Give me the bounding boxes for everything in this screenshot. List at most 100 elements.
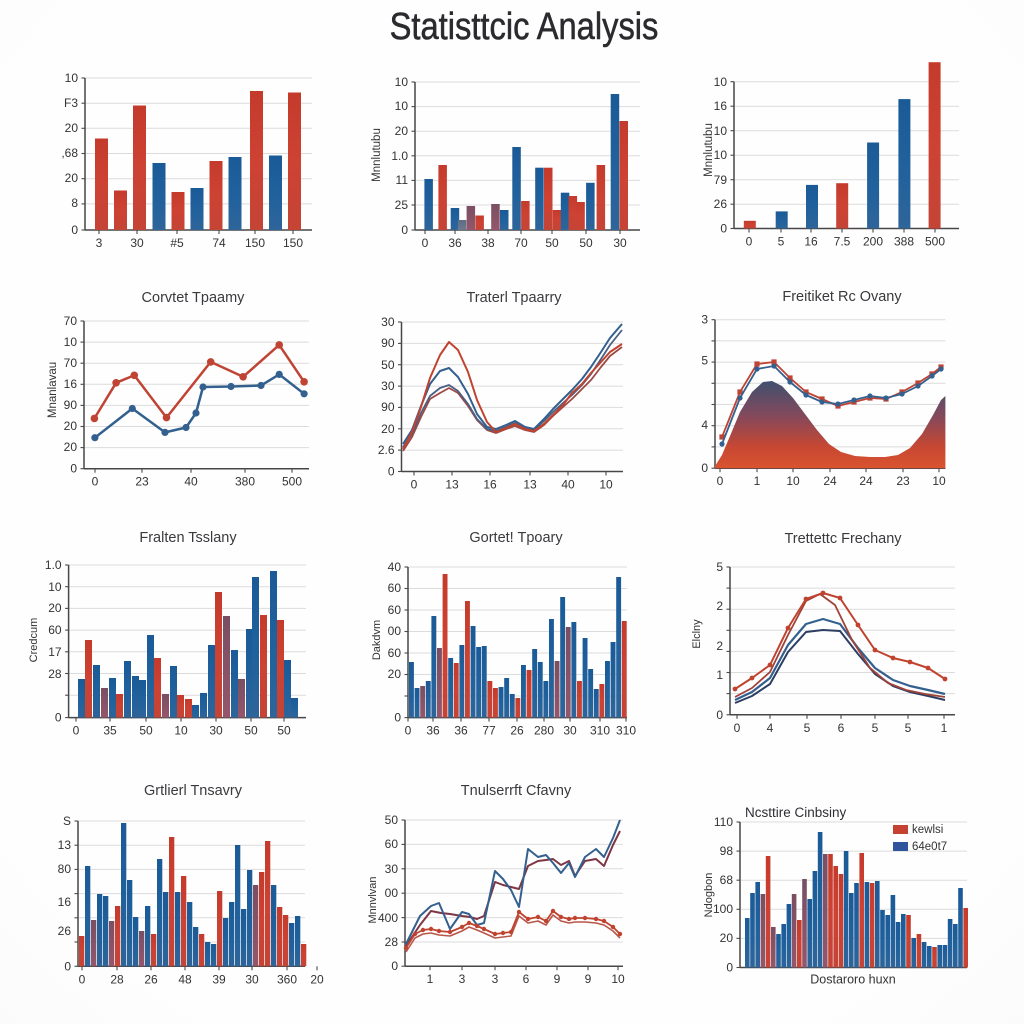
svg-text:0: 0	[720, 222, 727, 236]
svg-text:26: 26	[58, 924, 72, 938]
svg-text:Credcum: Credcum	[28, 618, 40, 663]
svg-text:150: 150	[245, 236, 265, 250]
svg-text:13: 13	[523, 478, 537, 492]
svg-text:0: 0	[92, 475, 99, 489]
svg-text:10: 10	[611, 972, 625, 986]
svg-text:26: 26	[144, 972, 158, 986]
svg-text:23: 23	[135, 475, 149, 489]
svg-text:74: 74	[212, 236, 226, 250]
svg-text:#5: #5	[170, 236, 184, 250]
svg-text:3: 3	[96, 236, 103, 250]
svg-text:60: 60	[385, 837, 399, 851]
svg-text:60: 60	[48, 623, 62, 637]
svg-text:16: 16	[483, 478, 497, 492]
svg-text:98: 98	[720, 844, 734, 858]
svg-text:0: 0	[391, 959, 398, 973]
svg-text:36: 36	[426, 724, 440, 738]
svg-text:24: 24	[859, 474, 873, 488]
svg-text:110: 110	[714, 815, 733, 829]
svg-text:3: 3	[459, 972, 466, 986]
svg-text:Dostaroro huxn: Dostaroro huxn	[810, 973, 896, 987]
svg-text:4: 4	[701, 418, 708, 432]
svg-text:16: 16	[64, 377, 78, 391]
svg-text:20: 20	[395, 124, 409, 138]
svg-text:40: 40	[561, 478, 575, 492]
svg-text:70: 70	[514, 236, 528, 250]
svg-text:00: 00	[388, 624, 402, 638]
svg-text:Ncsttire Cinbsiny: Ncsttire Cinbsiny	[745, 805, 847, 820]
svg-text:30: 30	[563, 724, 577, 738]
svg-text:28: 28	[48, 667, 62, 681]
svg-text:30: 30	[130, 236, 144, 250]
svg-text:Mnanlavau: Mnanlavau	[47, 362, 59, 418]
svg-text:20: 20	[310, 972, 324, 986]
svg-text:28: 28	[385, 935, 399, 949]
svg-text:10: 10	[786, 474, 800, 488]
svg-text:10: 10	[932, 474, 946, 488]
svg-text:79: 79	[714, 173, 728, 187]
svg-text:400: 400	[378, 911, 398, 925]
svg-text:60: 60	[388, 646, 402, 660]
svg-text:310: 310	[590, 724, 610, 738]
svg-text:kewlsi: kewlsi	[912, 824, 943, 836]
svg-text:3: 3	[701, 313, 708, 327]
svg-text:200: 200	[863, 235, 883, 249]
svg-text:25: 25	[395, 198, 409, 212]
svg-text:0: 0	[70, 462, 77, 476]
svg-text:35: 35	[103, 724, 117, 738]
svg-text:0: 0	[405, 724, 412, 738]
svg-text:2.6: 2.6	[378, 443, 395, 457]
svg-text:16: 16	[804, 235, 818, 249]
svg-text:30: 30	[385, 862, 399, 876]
svg-text:60: 60	[388, 603, 402, 617]
svg-text:30: 30	[381, 315, 395, 329]
svg-text:6: 6	[838, 721, 845, 735]
svg-text:0: 0	[73, 724, 80, 738]
svg-text:0: 0	[422, 236, 429, 250]
svg-text:0: 0	[734, 721, 741, 735]
svg-text:24: 24	[823, 474, 837, 488]
svg-text:Elclny: Elclny	[691, 619, 703, 649]
svg-text:50: 50	[579, 236, 593, 250]
svg-text:0: 0	[388, 465, 395, 479]
svg-text:F3: F3	[64, 96, 78, 110]
svg-text:11: 11	[396, 173, 409, 187]
svg-text:10: 10	[65, 71, 79, 85]
svg-text:10: 10	[48, 580, 62, 594]
svg-text:16: 16	[714, 99, 728, 113]
svg-text:40: 40	[184, 475, 198, 489]
svg-text:10: 10	[714, 75, 728, 89]
svg-text:10: 10	[714, 124, 728, 138]
svg-text:68: 68	[720, 873, 734, 887]
svg-text:2: 2	[716, 639, 723, 653]
svg-text:5: 5	[701, 354, 708, 368]
svg-text:9: 9	[554, 972, 561, 986]
svg-text:0: 0	[71, 223, 78, 237]
svg-text:20: 20	[65, 171, 79, 185]
svg-text:360: 360	[277, 972, 297, 986]
svg-text:5: 5	[778, 235, 785, 249]
svg-text:36: 36	[454, 724, 468, 738]
svg-text:90: 90	[64, 398, 78, 412]
svg-text:500: 500	[282, 475, 302, 489]
svg-text:0: 0	[401, 223, 408, 237]
svg-text:50: 50	[139, 724, 153, 738]
svg-text:5: 5	[804, 721, 811, 735]
svg-text:380: 380	[235, 475, 255, 489]
svg-text:0: 0	[79, 972, 86, 986]
svg-text:0: 0	[411, 478, 418, 492]
svg-text:5: 5	[905, 721, 912, 735]
svg-text:1: 1	[716, 668, 723, 682]
svg-text:70: 70	[64, 314, 78, 328]
svg-text:0: 0	[726, 961, 733, 975]
svg-text:8: 8	[71, 196, 78, 210]
svg-text:Mnnlutubu: Mnnlutubu	[703, 123, 715, 177]
svg-text:1: 1	[427, 972, 434, 986]
svg-text:7.5: 7.5	[834, 235, 851, 249]
svg-text:1: 1	[941, 721, 948, 735]
svg-text:64e0t7: 64e0t7	[912, 841, 947, 853]
svg-text:26: 26	[510, 724, 524, 738]
svg-text:100: 100	[713, 902, 733, 916]
svg-text:90: 90	[381, 400, 395, 414]
svg-text:50: 50	[385, 813, 399, 827]
